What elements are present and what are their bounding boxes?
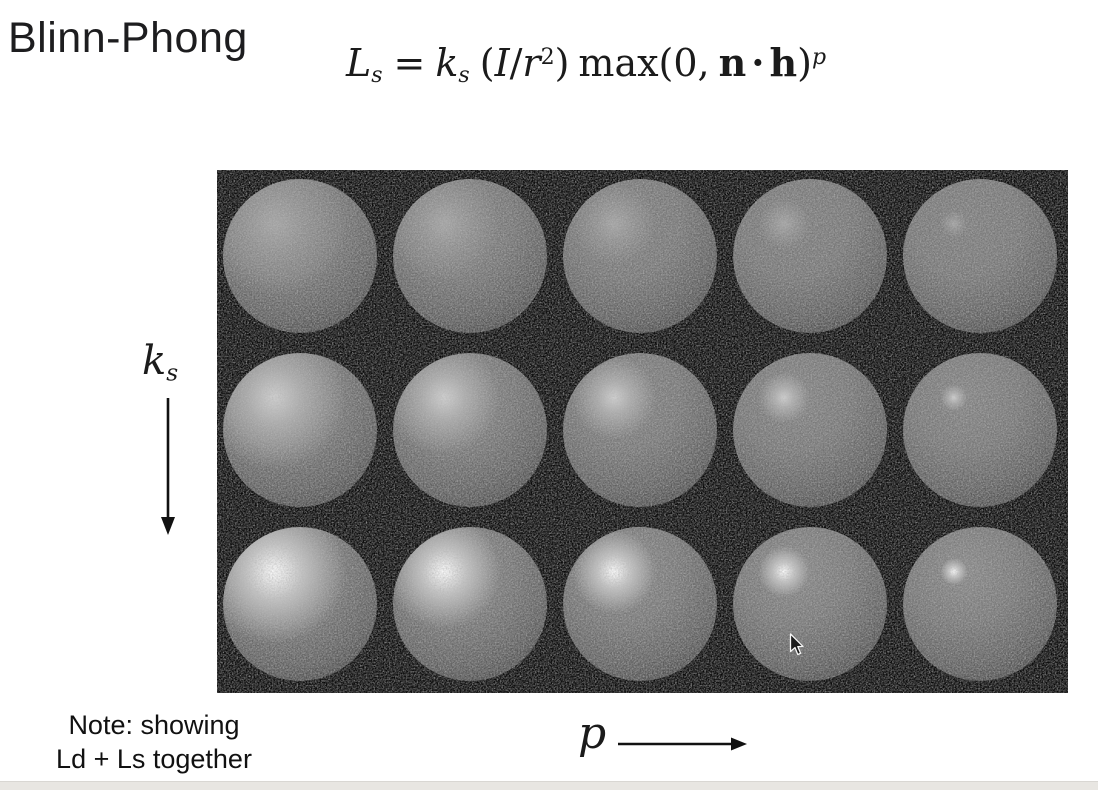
- note-line-2: Ld + Ls together: [56, 744, 252, 774]
- sphere-row2-col5: [903, 353, 1057, 507]
- sphere-row2-col1: [223, 353, 377, 507]
- p-axis-label: p: [578, 708, 606, 759]
- p-axis-arrow-right-icon: [618, 737, 747, 751]
- formula-radius: r: [522, 41, 541, 85]
- ks-axis-label: ks: [142, 338, 178, 386]
- sphere-row2-col2: [393, 353, 547, 507]
- formula-normal-vec: n: [718, 40, 747, 85]
- formula-ks: k: [435, 41, 459, 85]
- ks-symbol-sub: s: [166, 359, 179, 387]
- formula-max: max(0,: [578, 41, 710, 85]
- formula-half-vec: h: [769, 40, 798, 85]
- sphere-row1-col2: [393, 179, 547, 333]
- formula-intensity: I: [494, 41, 510, 85]
- note-line-1: Note: showing: [68, 710, 240, 740]
- formula-Ls-sub: s: [371, 63, 383, 89]
- sphere-row1-col3: [563, 179, 717, 333]
- sphere-row1-col5: [903, 179, 1057, 333]
- sphere-row3-col4: [733, 527, 887, 681]
- formula-open-paren: (: [479, 41, 495, 85]
- ks-symbol: k: [142, 338, 167, 384]
- formula-equals: =: [393, 41, 426, 85]
- sphere-grid-figure: [217, 170, 1068, 693]
- p-symbol: p: [578, 708, 607, 759]
- sphere-row2-col3: [563, 353, 717, 507]
- mouse-cursor-icon: [789, 633, 804, 656]
- sphere-row3-col1: [223, 527, 377, 681]
- formula-radius-exp: 2: [540, 44, 555, 70]
- formula-ks-sub: s: [458, 63, 470, 89]
- ks-axis-arrow-down-icon: [161, 398, 175, 535]
- formula-exponent: p: [811, 44, 827, 70]
- note-text: Note: showing Ld + Ls together: [14, 708, 294, 776]
- slide-bottom-edge: [0, 781, 1098, 790]
- sphere-row3-col5: [903, 527, 1057, 681]
- formula-close2: ): [797, 41, 812, 85]
- formula-dot: ·: [751, 40, 765, 85]
- sphere-row1-col1: [223, 179, 377, 333]
- formula-close-paren: ): [554, 41, 570, 85]
- formula-Ls: L: [346, 41, 372, 85]
- sphere-row1-col4: [733, 179, 887, 333]
- sphere-row2-col4: [733, 353, 887, 507]
- formula-slash: /: [509, 41, 523, 85]
- sphere-row3-col3: [563, 527, 717, 681]
- slide-title: Blinn-Phong: [8, 14, 248, 62]
- blinn-phong-formula: Ls = ks (I/r2) max(0, n · h)p: [346, 40, 826, 88]
- sphere-row3-col2: [393, 527, 547, 681]
